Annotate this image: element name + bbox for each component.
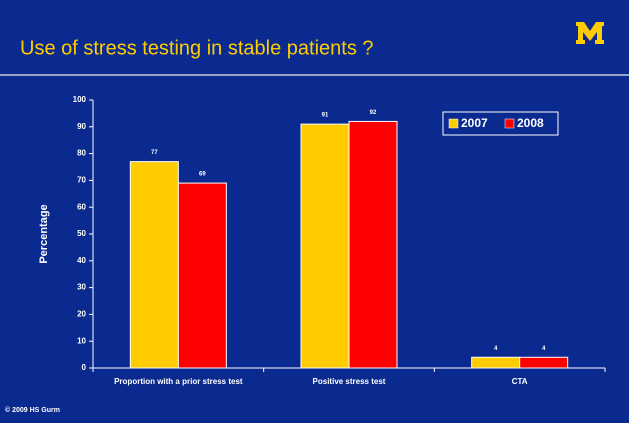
- legend-label: 2008: [517, 116, 544, 130]
- y-axis-label: Percentage: [38, 204, 50, 263]
- logo-m: [576, 22, 604, 44]
- data-label: 77: [151, 150, 158, 156]
- bar: [129, 161, 179, 369]
- slide-title: Use of stress testing in stable patients…: [20, 37, 374, 59]
- data-label: 4: [494, 346, 498, 352]
- y-tick-label: 10: [77, 336, 86, 345]
- data-label: 69: [199, 172, 206, 178]
- y-tick-label: 40: [77, 256, 86, 265]
- x-tick-label: CTA: [512, 377, 528, 386]
- data-label: 91: [322, 113, 329, 119]
- y-tick-label: 20: [77, 310, 86, 319]
- bar: [471, 356, 521, 369]
- bar: [348, 120, 398, 369]
- bar: [519, 356, 569, 369]
- y-tick-label: 80: [77, 149, 86, 158]
- y-tick-label: 50: [77, 229, 86, 238]
- y-tick-label: 70: [77, 176, 86, 185]
- legend-label: 2007: [461, 116, 488, 130]
- legend-swatch: [448, 118, 459, 129]
- y-tick-label: 100: [73, 95, 87, 104]
- logo: [572, 18, 608, 60]
- legend-swatch: [504, 118, 515, 129]
- y-tick-label: 30: [77, 283, 86, 292]
- data-label: 4: [542, 346, 546, 352]
- y-tick-label: 0: [82, 363, 87, 372]
- y-tick-label: 90: [77, 122, 86, 131]
- legend-box: [442, 111, 559, 136]
- y-tick-label: 60: [77, 202, 86, 211]
- x-tick-label: Positive stress test: [313, 377, 386, 386]
- bar: [300, 123, 350, 369]
- footer: © 2009 HS Gurm: [5, 406, 60, 414]
- x-tick-label: Proportion with a prior stress test: [114, 377, 243, 386]
- data-label: 92: [370, 110, 377, 116]
- bar: [177, 182, 227, 369]
